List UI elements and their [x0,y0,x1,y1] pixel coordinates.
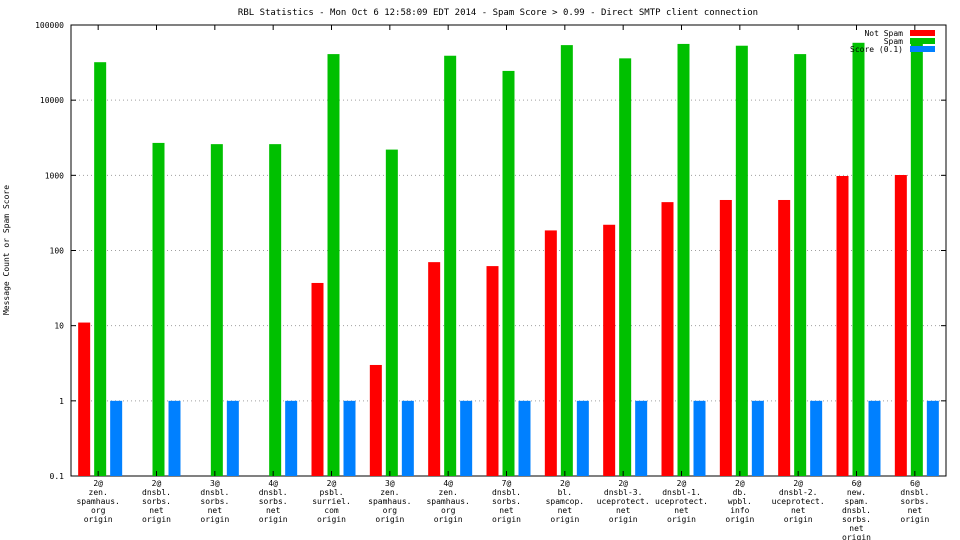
bar-score-0-1 [635,400,648,476]
x-tick-label: 2@ dnsbl-1. uceprotect. net origin [655,479,708,524]
legend-swatch [910,30,935,36]
y-tick-label: 100 [50,247,65,256]
x-tick-label: 2@ zen. spamhaus. org origin [76,479,119,524]
bar-not-spam [78,322,91,476]
y-tick-label: 10000 [40,96,64,105]
bar-spam [385,149,398,477]
bar-score-0-1 [110,400,123,476]
legend-swatch [910,38,935,44]
x-tick-label: 4@ dnsbl. sorbs. net origin [259,479,288,524]
legend-swatch [910,46,935,52]
bar-not-spam [369,364,382,476]
bar-score-0-1 [401,400,414,476]
bar-not-spam [894,175,907,476]
bar-not-spam [778,199,791,476]
legend-label: Not Spam [864,29,903,38]
x-tick-label: 2@ db. wpbl. info origin [725,479,754,524]
legend-label: Score (0.1) [850,45,903,54]
bar-spam [210,144,223,476]
bar-not-spam [544,230,557,476]
bar-score-0-1 [693,400,706,476]
x-tick-label: 7@ dnsbl. sorbs. net origin [492,479,521,524]
bar-spam [152,142,165,476]
bar-spam [852,42,865,477]
bar-score-0-1 [168,400,181,476]
x-tick-label: 6@ dnsbl. sorbs. net origin [900,479,929,524]
x-tick-label: 3@ zen. spamhaus. org origin [368,479,411,524]
bar-not-spam [836,175,849,476]
y-axis-label: Message Count or Spam Score [2,185,11,315]
y-tick-label: 0.1 [50,472,65,481]
x-tick-label: 6@ new. spam. dnsbl. sorbs. net origin [842,479,871,540]
x-tick-label: 4@ zen. spamhaus. org origin [426,479,469,524]
y-tick-label: 1 [59,397,64,406]
y-tick-label: 10 [54,322,64,331]
x-tick-label: 2@ dnsbl-3. uceprotect. net origin [597,479,650,524]
legend-label: Spam [884,37,903,46]
bar-spam [735,45,748,476]
bar-score-0-1 [226,400,239,476]
bar-score-0-1 [868,400,881,476]
bar-spam [560,45,573,476]
chart-title: RBL Statistics - Mon Oct 6 12:58:09 EDT … [238,8,758,18]
x-tick-label: 2@ dnsbl-2. uceprotect. net origin [772,479,825,524]
bar-spam [502,70,515,476]
bar-score-0-1 [810,400,823,476]
y-axis: 0.1 1 10 100 1000 10000 100000 [35,21,946,481]
bar-not-spam [428,262,441,476]
bar-not-spam [661,202,674,477]
bar-spam [327,54,340,477]
bar-spam [619,58,632,477]
y-tick-label: 1000 [45,171,64,180]
x-axis: 2@ zen. spamhaus. org origin 2@ dnsbl. sorbs. ne… [76,25,929,540]
bar-score-0-1 [926,400,939,476]
bar-spam [444,55,457,476]
x-tick-label: 2@ dnsbl. sorbs. net origin [142,479,171,524]
bar-not-spam [603,224,616,476]
bar-score-0-1 [751,400,764,476]
bar-spam [910,41,923,477]
bar-not-spam [486,266,499,476]
bar-spam [677,43,690,477]
x-tick-label: 2@ bl. spamcop. net origin [546,479,585,524]
bar-spam [794,54,807,477]
bar-not-spam [311,282,324,476]
bar-score-0-1 [285,400,298,476]
bar-not-spam [719,199,732,476]
bar-score-0-1 [343,400,356,476]
x-tick-label: 3@ dnsbl. sorbs. net origin [200,479,229,524]
bar-score-0-1 [460,400,473,476]
bar-score-0-1 [518,400,531,476]
bar-spam [94,62,107,476]
x-tick-label: 2@ psbl. surriel. com origin [312,479,351,524]
y-tick-label: 100000 [35,21,64,30]
bar-score-0-1 [576,400,589,476]
bars [78,41,939,477]
bar-spam [269,144,282,476]
